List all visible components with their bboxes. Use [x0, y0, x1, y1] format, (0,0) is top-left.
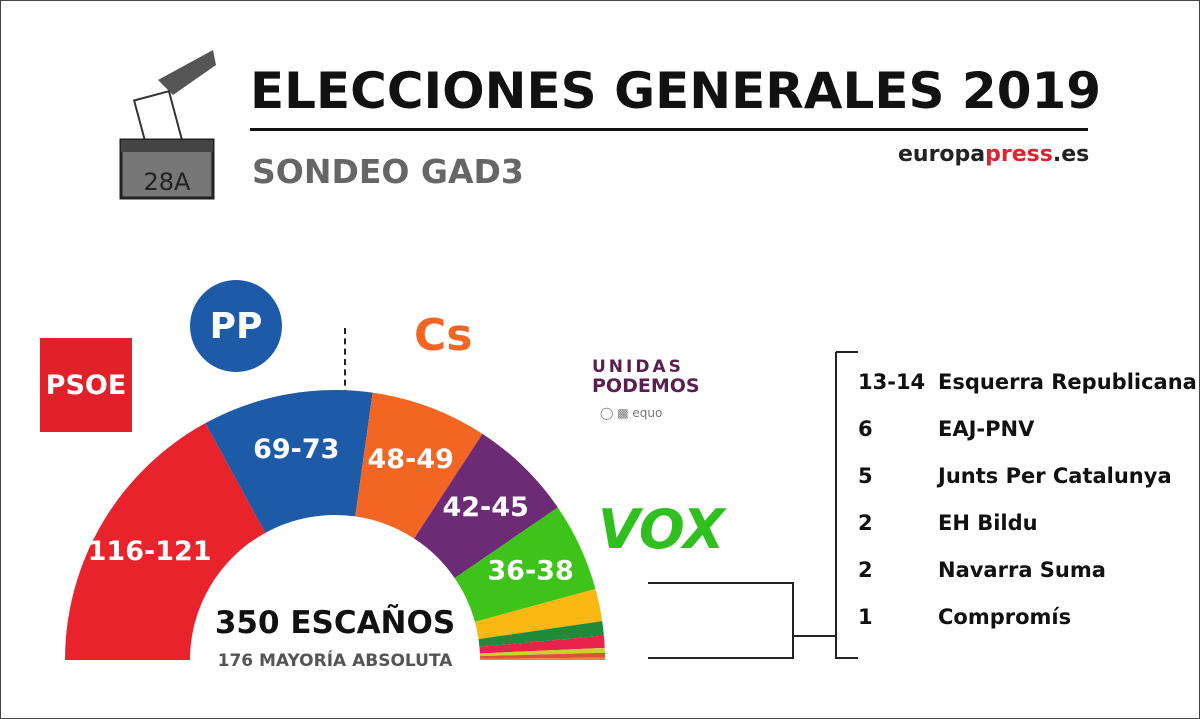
ballot-label: 28A	[144, 168, 192, 196]
list-item: 13-14 Esquerra Republicana	[858, 370, 1197, 417]
slice-junts-per-catalunya	[479, 635, 605, 654]
slice-cs	[355, 392, 483, 539]
slice-pp	[205, 390, 373, 533]
slice-eaj-pnv	[478, 621, 604, 647]
list-item: 6 EAJ-PNV	[858, 417, 1197, 464]
slice-label: 69-73	[253, 434, 339, 465]
slice-label: 116-121	[88, 536, 212, 567]
psoe-logo: PSOE	[40, 338, 132, 432]
vox-logo: VOX	[598, 498, 725, 561]
list-item: 1 Compromís	[858, 605, 1197, 652]
slice-label: 42-45	[442, 492, 528, 523]
party-name: Compromís	[938, 605, 1072, 629]
party-name: EAJ-PNV	[938, 417, 1035, 441]
list-item: 5 Junts Per Catalunya	[858, 464, 1197, 511]
party-name: EH Bildu	[938, 511, 1038, 535]
slice-navarra-suma	[479, 652, 605, 659]
chart-subtitle: 176 MAYORÍA ABSOLUTA	[217, 651, 453, 671]
seat-count: 2	[858, 558, 873, 582]
seat-count: 2	[858, 511, 873, 535]
seat-count: 6	[858, 417, 873, 441]
seat-count: 5	[858, 464, 873, 488]
ballot-box-icon: 28A	[119, 50, 216, 200]
seat-count: 13-14	[858, 370, 926, 394]
page-title: ELECCIONES GENERALES 2019	[250, 62, 1102, 120]
page-subtitle: SONDEO GAD3	[252, 152, 524, 191]
slice-vox	[454, 507, 596, 622]
slice-label: 36-38	[487, 556, 573, 587]
majority-line	[344, 328, 346, 396]
slice-unidas-podemos	[414, 433, 558, 579]
chart-title: 350 ESCAÑOS	[214, 605, 456, 641]
list-item: 2 EH Bildu	[858, 511, 1197, 558]
source-brand: europapress.es	[898, 142, 1090, 167]
party-name: Navarra Suma	[938, 558, 1106, 582]
party-name: Esquerra Republicana	[938, 370, 1197, 394]
list-item: 2 Navarra Suma	[858, 558, 1197, 605]
slice-esquerra-republicana	[474, 588, 603, 640]
unidas-podemos-logo: UNIDAS PODEMOS ◯ ▩ equo	[592, 357, 700, 421]
title-rule	[250, 128, 1088, 131]
slice-comprom-s	[479, 657, 605, 660]
seat-count: 1	[858, 605, 873, 629]
slice-psoe	[65, 423, 266, 660]
party-name: Junts Per Catalunya	[938, 464, 1172, 488]
minor-parties-list: 13-14 Esquerra Republicana 6 EAJ-PNV 5 Junts …	[858, 370, 1197, 652]
slice-label: 48-49	[368, 444, 454, 475]
slice-eh-bildu	[479, 647, 605, 657]
pp-logo: PP	[190, 280, 282, 372]
cs-logo: Cs	[414, 310, 473, 361]
